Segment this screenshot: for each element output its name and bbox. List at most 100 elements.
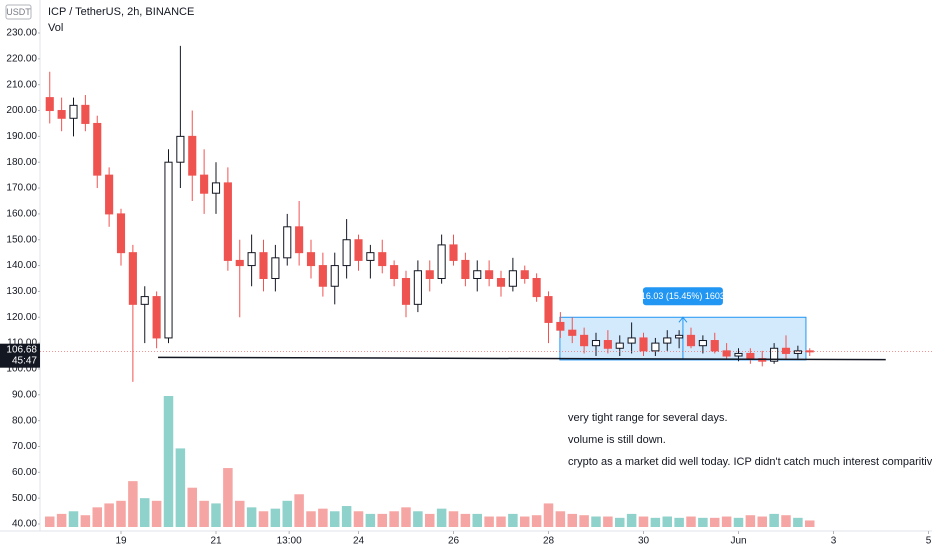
volume-bar [710,517,720,527]
volume-bar [781,515,791,527]
candle-body [295,226,304,254]
volume-bar [698,517,708,527]
volume-bar [626,513,637,527]
candle-body [164,161,173,339]
volume-bar [282,500,292,527]
volume-bar [745,515,756,527]
volume-bar [638,516,649,527]
candle-body [591,340,601,347]
candle-body [485,270,494,280]
candle-body [188,135,197,176]
candle-body [342,239,351,267]
candle-body [116,213,126,254]
candle-body [140,296,149,305]
y-tick-label: 120.00 [6,312,37,323]
candle-body [698,340,707,347]
volume-bar [128,481,138,527]
candle-body [556,321,565,331]
candle-body [378,252,387,267]
volume-bar [199,500,209,527]
volume-bar [56,513,67,527]
candle-body [568,329,577,336]
volume-bar [603,516,613,527]
volume-bar [460,513,471,527]
candle-body [306,252,316,267]
candle-body [437,244,446,279]
volume-bar [235,500,245,527]
volume-bar [258,511,269,527]
candle-body [663,337,672,344]
volume-bar [353,511,364,527]
x-tick-label: Jun [730,536,746,547]
candle-body [532,278,541,298]
volume-bar [365,513,376,527]
y-tick-label: 230.00 [6,28,37,39]
volume-bar [223,468,233,527]
candle-body [57,110,66,119]
y-tick-label: 90.00 [12,389,37,400]
candle-body [128,252,137,305]
candle-body [675,334,684,339]
candle-body [235,259,244,267]
candle-body [449,244,458,261]
volume-bar [104,503,114,527]
candle-body [544,296,553,323]
x-tick-label: 21 [210,536,222,547]
candle-body [152,296,161,339]
volume-bar [769,513,779,527]
volume-bar [496,516,506,527]
candle-body [390,265,399,280]
volume-bar [448,511,459,527]
candle-body [603,340,612,349]
symbol-title: ICP / TetherUS, 2h, BINANCE [48,6,194,18]
volume-bar [270,508,281,527]
volume-label: Vol [48,22,63,34]
volume-bar [246,507,257,527]
x-tick-label: 5 [926,536,932,547]
x-tick-label: 19 [115,536,127,547]
volume-bar [591,516,601,527]
candle-body [734,352,743,357]
candle-body [354,239,363,261]
y-tick-label: 180.00 [6,157,37,168]
candle-body [425,270,434,280]
candle-body [211,182,221,194]
volume-bar [116,500,126,527]
candle-body [223,182,232,261]
candle-body [770,347,779,362]
y-tick-label: 190.00 [6,131,37,142]
range-arrow-head [678,316,688,323]
candle-body [496,278,506,287]
candle-body [710,340,719,352]
volume-bar [567,513,577,527]
volume-bar [484,516,494,527]
candle-body [520,270,529,280]
volume-bar [140,498,150,527]
volume-bar [306,511,316,527]
x-tick-label: 28 [543,536,555,547]
range-label: 16.03 (15.45%) 1603 [641,291,725,301]
volume-bar [508,513,518,527]
candle-body [508,270,517,287]
volume-bar [294,494,304,527]
candle-body [461,259,470,279]
volume-bar [650,517,661,527]
candle-body [93,122,102,176]
volume-bar [187,487,197,527]
volume-bar [686,516,696,527]
currency-button[interactable] [5,4,32,20]
support-line [158,356,886,361]
volume-bar [436,508,447,527]
x-tick-label: 13:00 [277,536,302,547]
candle-body [627,337,636,344]
volume-bar [330,511,340,527]
candle-body [401,278,411,305]
volume-bar [662,516,672,527]
currency-button-label[interactable]: USDT [6,7,31,17]
y-tick-label: 70.00 [12,441,37,452]
volume-bar [805,520,815,527]
volume-bar [674,517,684,527]
y-tick-label: 200.00 [6,105,37,116]
volume-bar [793,517,803,527]
